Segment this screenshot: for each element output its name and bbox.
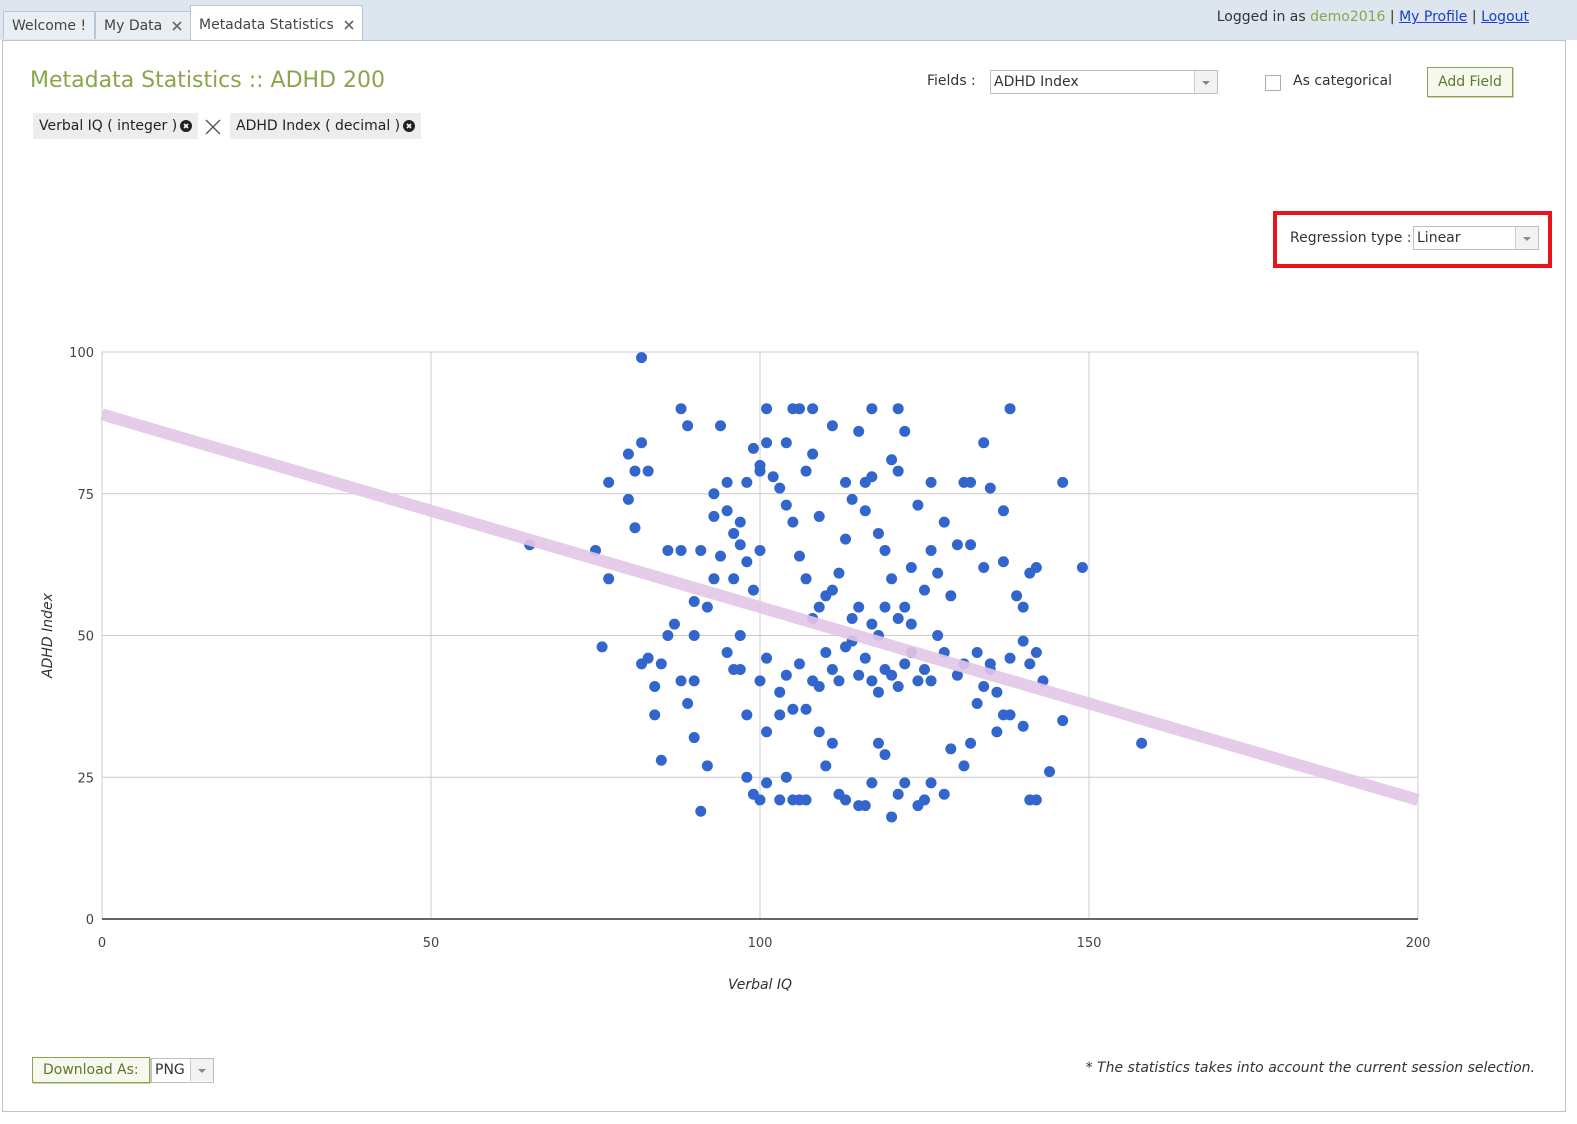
regression-select[interactable]: Linear	[1413, 226, 1539, 250]
dropdown-arrow[interactable]	[190, 1059, 213, 1081]
format-value: PNG	[155, 1062, 185, 1078]
login-bar: Logged in as demo2016 | My Profile | Log…	[1217, 9, 1529, 25]
close-icon[interactable]	[172, 21, 182, 31]
tab-label: Welcome !	[12, 18, 87, 34]
checkbox[interactable]	[1265, 75, 1281, 91]
tab[interactable]: Metadata Statistics	[190, 5, 363, 40]
separator: |	[1389, 9, 1395, 25]
cross-icon	[205, 119, 221, 135]
field-chip: ADHD Index ( decimal )	[230, 113, 422, 139]
tab[interactable]: My Data	[95, 11, 192, 39]
content-panel	[2, 40, 1566, 1112]
regression-value: Linear	[1417, 230, 1461, 246]
login-prefix: Logged in as	[1216, 9, 1306, 25]
tab-label: My Data	[104, 18, 163, 34]
chip-remove[interactable]	[180, 120, 193, 132]
field-chip: Verbal IQ ( integer )	[33, 113, 199, 139]
footnote: * The statistics takes into account the …	[1085, 1060, 1535, 1076]
fields-select[interactable]: ADHD Index	[990, 70, 1218, 94]
dropdown-arrow[interactable]	[1194, 71, 1217, 93]
highlight-box	[1273, 211, 1552, 268]
username: demo2016	[1310, 9, 1386, 25]
chip-label: ADHD Index ( decimal )	[236, 118, 401, 134]
add-field-button[interactable]: Add Field	[1427, 67, 1513, 97]
dropdown-arrow[interactable]	[1515, 227, 1538, 249]
close-icon[interactable]	[344, 20, 354, 30]
profile-link[interactable]: My Profile	[1399, 9, 1468, 25]
checkbox-label: As categorical	[1293, 73, 1392, 89]
format-select[interactable]: PNG	[151, 1058, 214, 1083]
fields-label: Fields :	[927, 73, 976, 89]
download-button[interactable]: Download As:	[32, 1057, 150, 1083]
logout-link[interactable]: Logout	[1481, 9, 1529, 25]
tab-label: Metadata Statistics	[199, 17, 334, 33]
page-title: Metadata Statistics :: ADHD 200	[30, 68, 386, 93]
tab[interactable]: Welcome !	[3, 11, 96, 39]
separator: |	[1471, 9, 1477, 25]
chip-remove[interactable]	[403, 120, 416, 132]
chip-label: Verbal IQ ( integer )	[39, 118, 178, 134]
regression-label: Regression type :	[1290, 230, 1412, 246]
fields-value: ADHD Index	[994, 74, 1079, 90]
